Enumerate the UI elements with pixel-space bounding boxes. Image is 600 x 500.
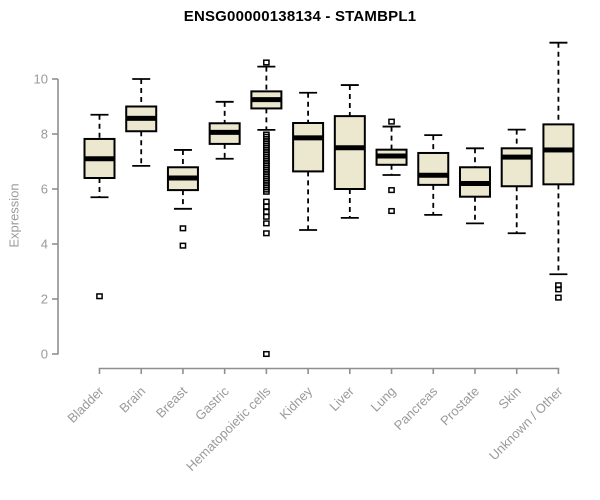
boxplot-pancreas xyxy=(417,134,450,216)
outlier-point xyxy=(263,203,270,210)
outlier-point xyxy=(96,293,103,300)
boxplot-kidney xyxy=(292,91,325,231)
y-tick-label: 6 xyxy=(41,182,48,197)
y-tick-label: 4 xyxy=(41,237,48,252)
x-tick-label-prostate: Prostate xyxy=(437,384,482,429)
outlier-point xyxy=(263,350,270,358)
median-line xyxy=(418,172,449,178)
box xyxy=(333,115,366,190)
boxplot-breast xyxy=(166,149,199,249)
boxplot-hematopoietic-cells xyxy=(250,59,283,358)
box xyxy=(542,123,575,186)
boxplot-brain xyxy=(125,78,158,167)
x-tick-label-liver: Liver xyxy=(326,383,357,414)
x-tick-label-breast: Breast xyxy=(153,383,190,420)
boxplot-gastric xyxy=(208,100,241,160)
median-line xyxy=(209,129,240,135)
x-tick-label-gastric: Gastric xyxy=(192,383,232,423)
y-tick-label: 2 xyxy=(41,292,48,307)
x-tick-label-brain: Brain xyxy=(116,384,148,416)
x-tick-label-bladder: Bladder xyxy=(64,383,107,426)
x-tick-label-lung: Lung xyxy=(368,384,399,415)
boxplot-lung xyxy=(375,118,408,215)
y-tick-label: 8 xyxy=(41,127,48,142)
box xyxy=(500,147,533,188)
outlier-point xyxy=(388,118,395,125)
boxplot-skin xyxy=(500,128,533,235)
median-line xyxy=(84,156,115,162)
x-tick-label-unknown-other: Unknown / Other xyxy=(486,383,566,463)
median-line xyxy=(334,145,365,151)
median-line xyxy=(501,154,532,160)
x-tick-label-kidney: Kidney xyxy=(277,383,316,422)
boxplot-prostate xyxy=(458,147,491,225)
outlier-point xyxy=(263,198,270,205)
outlier-point xyxy=(388,207,395,215)
chart-title: ENSG00000138134 - STAMBPL1 xyxy=(183,8,417,25)
median-line xyxy=(376,153,407,159)
outlier-point xyxy=(179,242,187,249)
outlier-point xyxy=(555,294,562,301)
boxplot-unknown-other xyxy=(542,41,575,301)
box xyxy=(417,151,450,186)
boxplot-liver xyxy=(333,84,366,219)
outlier-point xyxy=(263,59,270,66)
median-line xyxy=(543,147,574,153)
outlier-point xyxy=(263,230,270,237)
outlier-point xyxy=(263,208,270,215)
outlier-point xyxy=(263,220,270,227)
median-line xyxy=(167,175,198,181)
median-line xyxy=(126,115,157,121)
x-tick-label-skin: Skin xyxy=(495,384,523,412)
y-tick-label: 10 xyxy=(34,72,48,87)
median-line xyxy=(293,135,324,141)
outlier-point xyxy=(263,213,270,220)
outlier-point xyxy=(263,188,270,195)
x-tick-label-pancreas: Pancreas xyxy=(391,383,441,433)
median-line xyxy=(251,97,282,103)
outlier-point xyxy=(555,286,562,293)
outlier-point xyxy=(179,225,187,232)
box xyxy=(292,122,325,173)
median-line xyxy=(459,181,490,186)
boxplot-bladder xyxy=(83,113,116,300)
outlier-point xyxy=(388,187,395,194)
y-tick-label: 0 xyxy=(41,347,48,362)
y-axis: 0 2 4 6 8 10 xyxy=(34,72,59,362)
